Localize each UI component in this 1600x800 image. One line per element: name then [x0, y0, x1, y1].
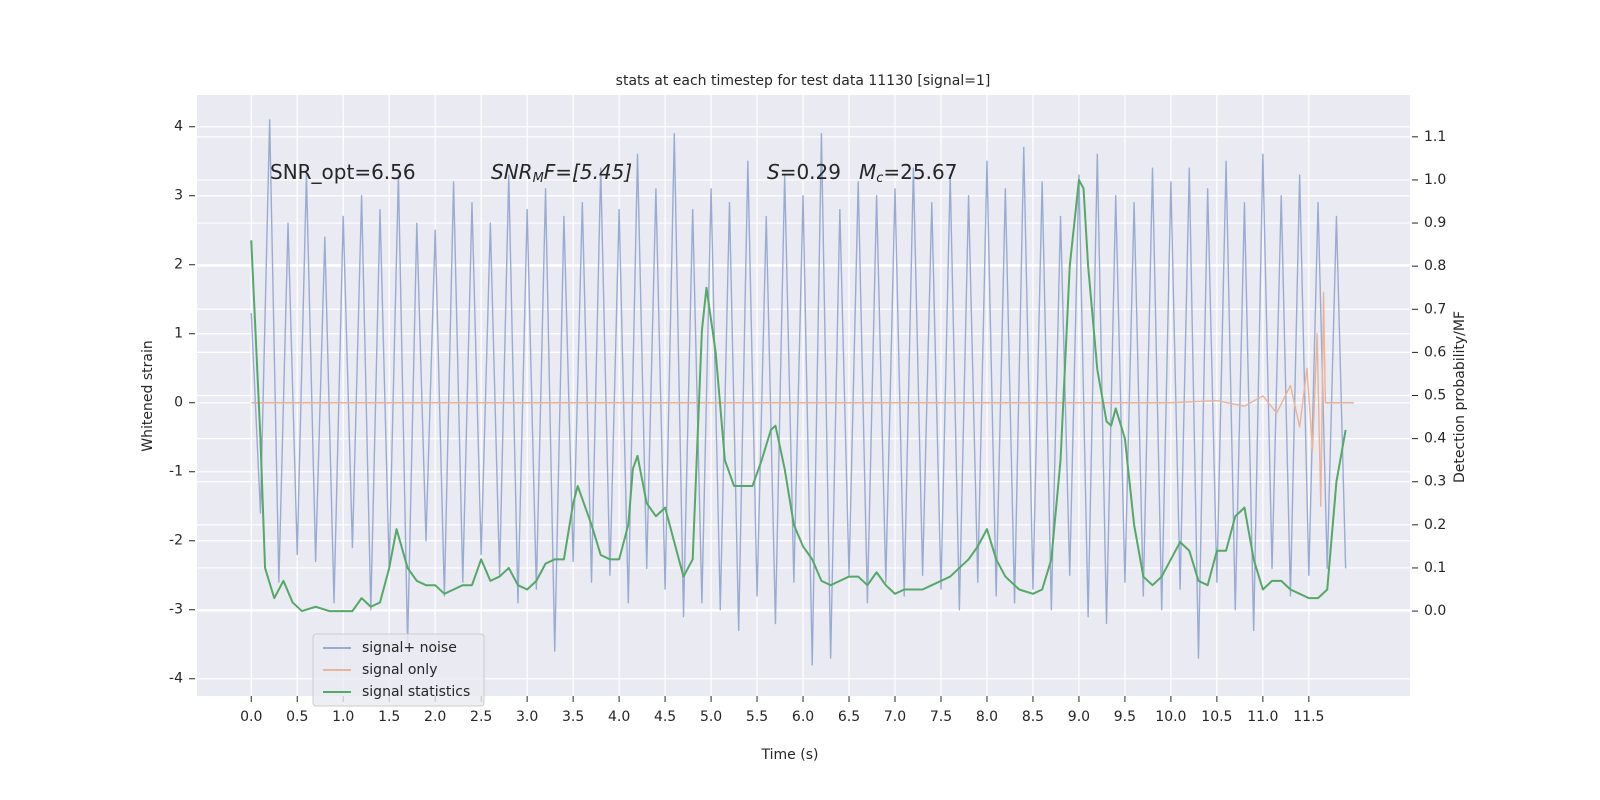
x-tick-label: 10.0: [1155, 709, 1186, 725]
annotation-text: SNR: [491, 160, 533, 184]
series-line: [250, 119, 1347, 666]
annotation-text: F=[5.45]: [544, 160, 632, 184]
x-tick-label: 7.0: [884, 709, 906, 725]
y-tick-label: 3: [174, 188, 183, 204]
x-tick-label: 5.5: [746, 709, 768, 725]
annotation-text: S: [767, 160, 780, 184]
y-tick-label: -2: [169, 533, 183, 549]
x-tick-label: 11.5: [1293, 709, 1324, 725]
y2-tick-label: 0.2: [1424, 517, 1446, 533]
annotation: SNR_opt=6.56: [270, 160, 416, 184]
y2-tick-label: 0.5: [1424, 388, 1446, 404]
legend-label: signal only: [362, 662, 437, 678]
y2-axis-label: Detection probability/MF: [1452, 311, 1468, 483]
y-axis-label: Whitened strain: [140, 340, 156, 451]
x-tick-label: 2.0: [424, 709, 446, 725]
annotation-text: SNR_opt=6.56: [270, 160, 416, 184]
x-tick-label: 4.5: [654, 709, 676, 725]
x-tick-label: 2.5: [470, 709, 492, 725]
annotation: Mc=25.67: [859, 160, 957, 186]
x-tick-label: 6.5: [838, 709, 860, 725]
annotation-subscript: M: [533, 171, 544, 186]
x-tick-label: 10.5: [1201, 709, 1232, 725]
y-tick-label: 2: [174, 257, 183, 273]
x-tick-label: 0.0: [240, 709, 262, 725]
series-line: [251, 291, 1354, 507]
y2-tick-label: 1.0: [1424, 172, 1446, 188]
x-tick-label: 4.0: [608, 709, 630, 725]
legend-box: [312, 633, 485, 707]
x-tick-label: 3.5: [562, 709, 584, 725]
annotation: SNRMF=[5.45]: [491, 160, 632, 186]
annotation-text: M: [859, 160, 876, 184]
x-tick-label: 0.5: [286, 709, 308, 725]
y2-tick-label: 0.8: [1424, 258, 1446, 274]
legend-label: signal statistics: [362, 684, 470, 700]
marks: [197, 119, 1410, 666]
series-line: [250, 178, 1347, 613]
legend-label: signal+ noise: [362, 640, 457, 656]
y2-tick-label: 0.7: [1424, 301, 1446, 317]
y-tick-label: 0: [174, 395, 183, 411]
y2-tick-label: 0.6: [1424, 344, 1446, 360]
x-tick-label: 9.5: [1114, 709, 1136, 725]
legend: signal+ noise signal only signal statistic…: [312, 633, 485, 707]
x-tick-label: 9.0: [1068, 709, 1090, 725]
y2-tick-label: 0.4: [1424, 431, 1446, 447]
labels: 0.0 0.5 1.0 1.5 2.0 2.5 3.0 3.5 4.0 4.5 5.0 5.5 6.0 6…: [169, 119, 1446, 725]
x-tick-label: 1.0: [332, 709, 354, 725]
y2-tick-label: 0.3: [1424, 474, 1446, 490]
y-tick-label: -4: [169, 671, 183, 687]
x-tick-label: 3.0: [516, 709, 538, 725]
annotation-text: =0.29: [780, 160, 841, 184]
y-tick-label: -3: [169, 602, 183, 618]
chart-title: stats at each timestep for test data 111…: [616, 73, 991, 89]
x-tick-label: 7.5: [930, 709, 952, 725]
x-tick-label: 1.5: [378, 709, 400, 725]
annotation: S=0.29: [767, 160, 841, 184]
x-tick-label: 8.0: [976, 709, 998, 725]
y-tick-label: 4: [174, 119, 183, 135]
x-tick-label: 6.0: [792, 709, 814, 725]
annotation-text: =25.67: [883, 160, 957, 184]
y2-tick-label: 0.1: [1424, 560, 1446, 576]
y-tick-label: 1: [174, 326, 183, 342]
annotation-subscript: c: [876, 171, 883, 186]
y2-tick-label: 1.1: [1424, 129, 1446, 145]
y-tick-label: -1: [169, 464, 183, 480]
y2-tick-label: 0.9: [1424, 215, 1446, 231]
x-axis-label: Time (s): [761, 747, 819, 763]
y2-tick-label: 0.0: [1424, 603, 1446, 619]
x-tick-label: 5.0: [700, 709, 722, 725]
x-tick-label: 11.0: [1247, 709, 1278, 725]
x-tick-label: 8.5: [1022, 709, 1044, 725]
